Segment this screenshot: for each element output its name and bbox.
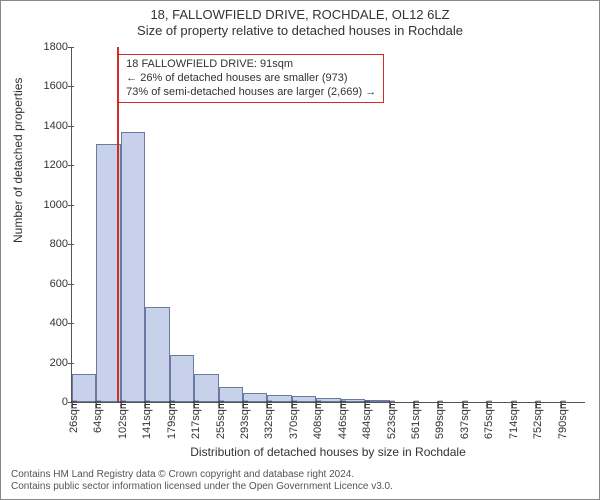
footer: Contains HM Land Registry data © Crown c… bbox=[11, 469, 589, 493]
callout-box: 18 FALLOWFIELD DRIVE: 91sqm← 26% of deta… bbox=[118, 54, 384, 103]
x-tick-label: 714sqm bbox=[508, 400, 520, 439]
plot-inner: 02004006008001000120014001600180026sqm64… bbox=[71, 47, 585, 403]
y-tick: 1400 bbox=[32, 120, 68, 132]
x-tick-label: 599sqm bbox=[434, 400, 446, 439]
histogram-bar bbox=[194, 374, 218, 402]
chart-container: 18, FALLOWFIELD DRIVE, ROCHDALE, OL12 6L… bbox=[0, 0, 600, 500]
x-tick-label: 408sqm bbox=[312, 400, 324, 439]
x-tick-label: 179sqm bbox=[166, 400, 178, 439]
footer-line2: Contains public sector information licen… bbox=[11, 481, 589, 493]
y-tick: 200 bbox=[32, 357, 68, 369]
x-tick-label: 561sqm bbox=[410, 400, 422, 439]
x-tick-label: 255sqm bbox=[215, 400, 227, 439]
x-tick-label: 523sqm bbox=[386, 400, 398, 439]
x-tick-label: 370sqm bbox=[288, 400, 300, 439]
x-tick-label: 26sqm bbox=[68, 400, 80, 433]
histogram-bar bbox=[121, 132, 145, 402]
plot-area: 02004006008001000120014001600180026sqm64… bbox=[71, 47, 585, 403]
y-tick: 1000 bbox=[32, 199, 68, 211]
x-tick-label: 484sqm bbox=[361, 400, 373, 439]
x-tick-label: 675sqm bbox=[483, 400, 495, 439]
y-tick: 600 bbox=[32, 278, 68, 290]
x-tick-label: 217sqm bbox=[190, 400, 202, 439]
y-tick: 1800 bbox=[32, 41, 68, 53]
x-tick-label: 102sqm bbox=[117, 400, 129, 439]
callout-line2: ← 26% of detached houses are smaller (97… bbox=[126, 72, 376, 86]
y-axis-label: Number of detached properties bbox=[11, 78, 25, 243]
x-tick-label: 790sqm bbox=[557, 400, 569, 439]
histogram-bar bbox=[170, 355, 194, 402]
x-tick-label: 637sqm bbox=[459, 400, 471, 439]
histogram-bar bbox=[145, 307, 169, 402]
x-tick-label: 293sqm bbox=[239, 400, 251, 439]
title-line2: Size of property relative to detached ho… bbox=[1, 23, 599, 39]
x-tick-label: 141sqm bbox=[141, 400, 153, 439]
x-tick-label: 752sqm bbox=[532, 400, 544, 439]
callout-line1: 18 FALLOWFIELD DRIVE: 91sqm bbox=[126, 58, 376, 72]
x-tick-label: 332sqm bbox=[263, 400, 275, 439]
y-tick: 0 bbox=[32, 396, 68, 408]
histogram-bar bbox=[72, 374, 96, 402]
title-line1: 18, FALLOWFIELD DRIVE, ROCHDALE, OL12 6L… bbox=[1, 7, 599, 23]
callout-line3: 73% of semi-detached houses are larger (… bbox=[126, 86, 376, 100]
title-block: 18, FALLOWFIELD DRIVE, ROCHDALE, OL12 6L… bbox=[1, 1, 599, 40]
y-tick: 800 bbox=[32, 238, 68, 250]
x-tick-label: 64sqm bbox=[92, 400, 104, 433]
y-tick: 1600 bbox=[32, 80, 68, 92]
footer-line1: Contains HM Land Registry data © Crown c… bbox=[11, 469, 589, 481]
y-tick: 400 bbox=[32, 317, 68, 329]
x-axis-label: Distribution of detached houses by size … bbox=[71, 445, 585, 459]
x-tick-label: 446sqm bbox=[337, 400, 349, 439]
y-tick: 1200 bbox=[32, 159, 68, 171]
